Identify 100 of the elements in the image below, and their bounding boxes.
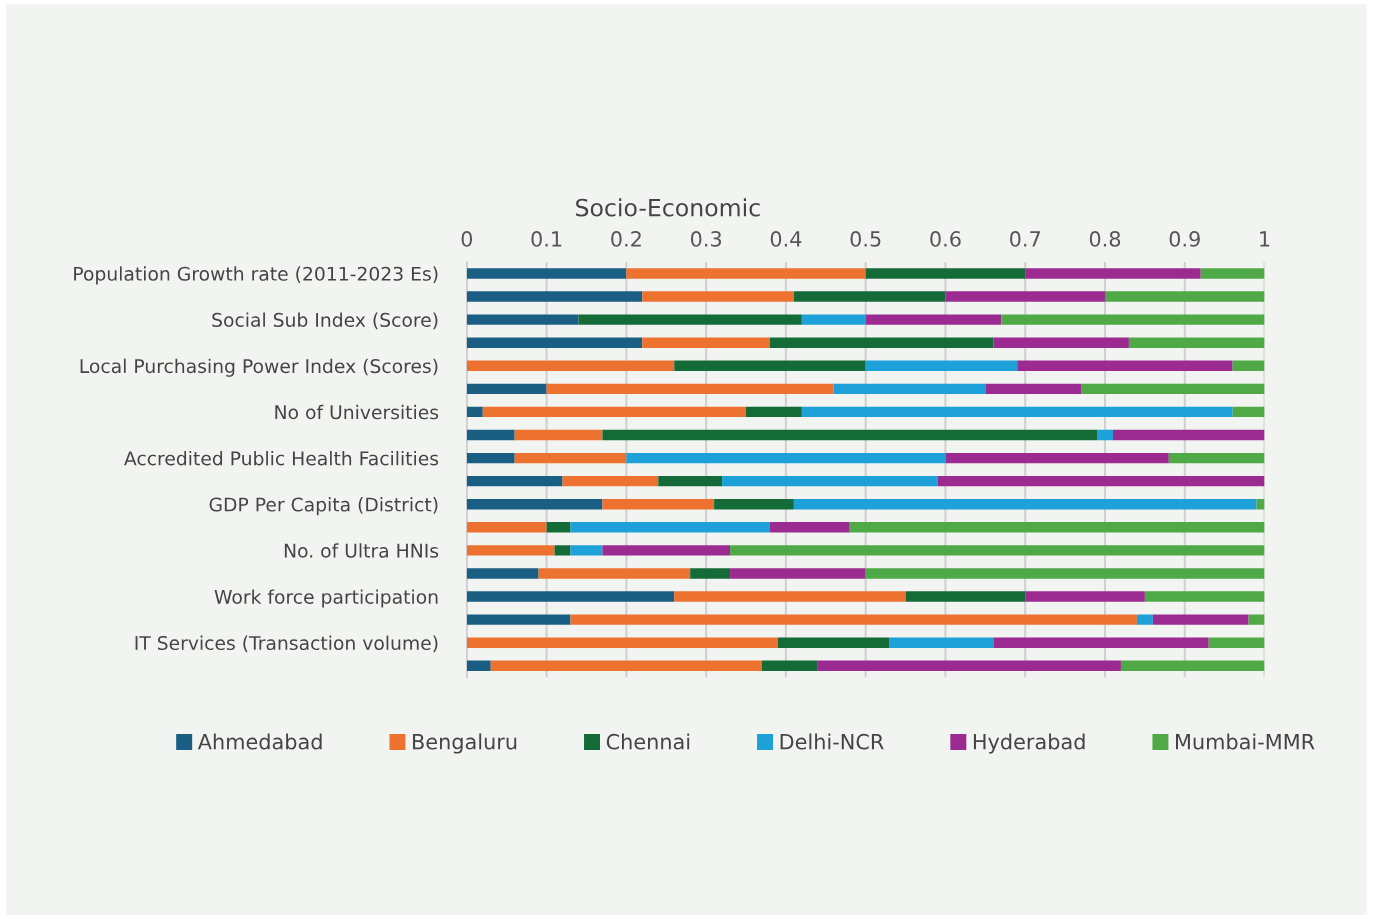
bar [674,591,906,602]
y-tick-label: Social Sub Index (Score) [212,312,438,330]
x-tick-label: 0.6 [930,231,961,247]
bar [466,591,675,602]
bar [538,568,691,579]
bar [514,452,627,464]
bar [466,452,515,464]
bar [793,291,946,302]
bar [801,314,866,325]
bar [466,360,675,371]
bar [466,314,579,325]
bar [602,545,731,556]
bar [1128,337,1265,348]
bar [1025,268,1201,279]
bar [1152,614,1249,625]
bar [722,475,938,487]
bar [865,568,1265,579]
bar [1112,429,1265,441]
bar [570,522,770,533]
bar [833,383,986,395]
bar [730,545,1265,556]
bar [993,337,1129,348]
bar [546,383,834,395]
bar [466,475,563,487]
bar [466,637,778,648]
bar [554,545,571,556]
bar [985,383,1082,395]
bar [1097,429,1113,441]
bar [1248,614,1265,625]
bar [889,637,994,648]
bar [482,406,747,418]
bar [466,545,555,556]
bar [466,499,603,510]
bar [865,360,1018,371]
y-tick-label: Accredited Public Health Facilities [124,450,439,466]
bar [690,568,731,579]
bar [865,268,1026,279]
y-tick-label: No. of Ultra HNIs [284,543,439,558]
bar [1001,314,1265,325]
bar [1104,291,1265,302]
bar [1120,660,1265,671]
bar [490,660,762,671]
bar [626,268,866,279]
bar [993,637,1209,648]
bar [769,337,994,348]
bar [642,291,794,302]
bar [937,475,1265,487]
bar [626,452,946,464]
bar [466,383,547,395]
bar [905,591,1026,602]
legend-label: Chennai [606,733,690,750]
bar [730,568,866,579]
x-tick-label: 1 [1260,231,1270,247]
bar [777,637,890,648]
legend-label: Delhi-NCR [780,733,884,750]
bar [1144,591,1265,602]
bar [658,475,723,487]
legend-label: Mumbai-MMR [1176,733,1315,750]
x-tick-label: 0.2 [611,231,641,247]
bar [793,499,1257,510]
bar [466,406,483,418]
x-tick-label: 0.4 [770,231,802,247]
bar [817,660,1121,671]
bar [642,337,770,348]
bar [1200,268,1265,279]
bar [1232,360,1265,371]
y-tick-label: Work force participation [214,589,438,608]
bar [849,522,1265,533]
bar [466,291,643,302]
bar [1232,406,1265,418]
bar [714,499,794,510]
bar [1208,637,1265,648]
bar [1025,591,1145,602]
bar [801,406,1233,418]
x-tick-label: 0 [461,231,473,247]
bar [578,314,802,325]
bar [546,522,571,533]
y-tick-label: Population Growth rate (2011-2023 Es) [74,266,438,285]
bar [1017,360,1233,371]
bar [865,314,1002,325]
bar [761,660,818,671]
bar [570,545,603,556]
legend-label: Ahmedabad [197,733,322,750]
x-tick-label: 0.7 [1010,231,1041,247]
bar [945,291,1105,302]
x-tick-label: 0.9 [1169,231,1200,247]
bar [674,360,866,371]
x-tick-label: 0.3 [690,231,722,247]
x-tick-label: 0.8 [1089,231,1121,247]
bar [602,429,1098,441]
bar [945,452,1169,464]
bar [514,429,603,441]
bar [1081,383,1265,395]
y-tick-label: Local Purchasing Power Index (Scores) [80,358,438,377]
y-tick-label: IT Services (Transaction volume) [135,635,438,653]
bar [466,660,491,671]
bar [466,429,515,441]
legend-label: Hyderabad [973,733,1085,754]
bar [562,475,659,487]
x-tick-label: 0.5 [850,231,881,247]
